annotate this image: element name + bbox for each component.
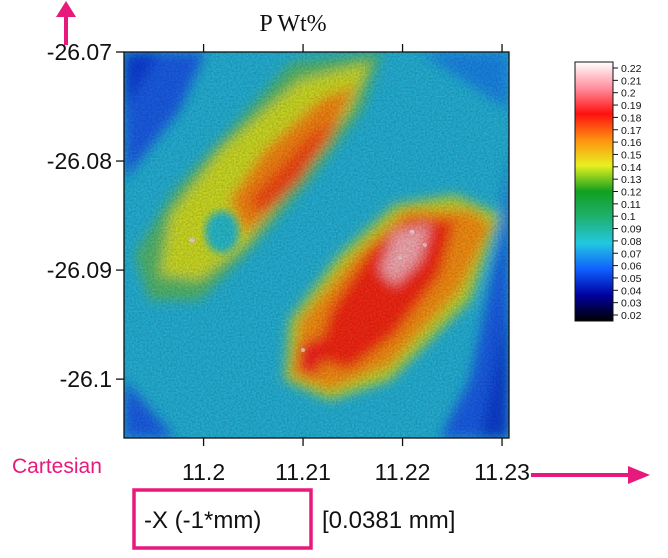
colorbar-tick-label: 0.09 [621,224,642,236]
colorbar-tick-label: 0.22 [621,63,642,75]
x-arrow [531,466,650,484]
colorbar-tick-label: 0.19 [621,100,642,112]
x-tick-label: 11.21 [275,459,331,485]
colorbar-tick-label: 0.17 [621,125,642,137]
top-ticks [202,44,503,52]
y-arrow [56,1,76,45]
x-axis-label: -X (-1*mm) [144,507,261,534]
heatmap-image [124,52,509,438]
colorbar-tick-label: 0.18 [621,112,642,124]
band-hole [205,211,239,253]
region-lower-right-low [440,150,509,438]
colorbar [574,61,614,322]
colorbar-tick-label: 0.15 [621,149,642,161]
x-tick-label: 11.2 [182,459,225,485]
colorbar-ticks: 0.220.210.20.190.180.170.160.150.140.130… [613,63,642,322]
plot-frame [123,51,510,439]
colorbar-tick-label: 0.1 [621,211,636,223]
chart-title: P Wt% [259,11,326,37]
colorbar-tick-label: 0.16 [621,137,642,149]
colorbar-tick-label: 0.13 [621,174,642,186]
x-axis: 11.2 11.21 11.22 11.23 [182,438,530,485]
y-tick-label: -26.08 [47,148,112,174]
colorbar-tick-label: 0.11 [621,199,641,211]
y-tick-label: -26.07 [47,39,112,65]
colorbar-tick-label: 0.14 [621,162,642,174]
colorbar-tick-label: 0.12 [621,187,642,199]
y-tick-label: -26.09 [47,257,112,283]
pixel-size-label: [0.0381 mm] [322,507,455,534]
colorbar-tick-label: 0.02 [621,310,642,322]
colorbar-tick-label: 0.05 [621,273,642,285]
x-tick-label: 11.23 [474,459,530,485]
y-tick-label: -26.1 [60,366,112,392]
colorbar-tick-label: 0.04 [621,285,642,297]
colorbar-tick-label: 0.06 [621,261,642,273]
hot-spots [189,229,427,352]
colorbar-tick-label: 0.08 [621,236,642,248]
coordinate-system-label: Cartesian [12,455,102,478]
x-label-highlight [132,488,313,550]
colorbar-tick-label: 0.07 [621,248,642,260]
y-axis: -26.07 -26.08 -26.09 -26.1 [47,39,124,392]
x-tick-label: 11.22 [375,459,431,485]
region-upper-left-low [124,52,205,180]
colorbar-tick-label: 0.03 [621,298,642,310]
colorbar-tick-label: 0.2 [621,88,636,100]
colorbar-tick-label: 0.21 [621,75,642,87]
